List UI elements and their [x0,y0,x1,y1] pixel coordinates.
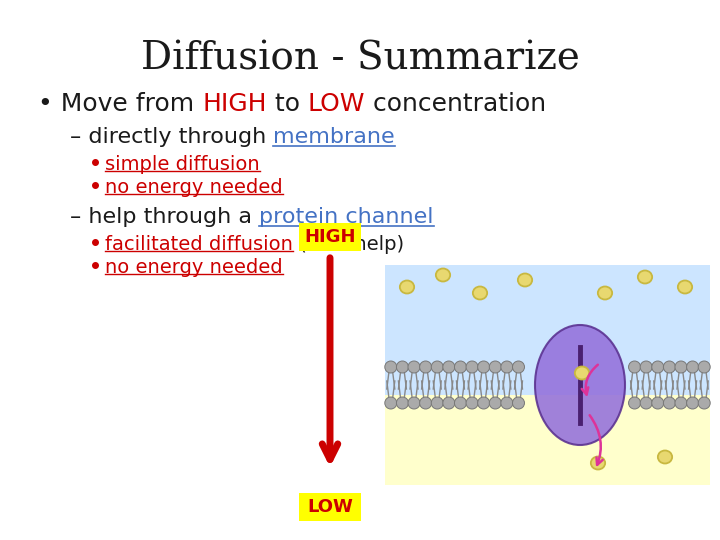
Circle shape [490,397,501,409]
Circle shape [443,397,455,409]
Text: to: to [266,92,307,116]
Text: (with help): (with help) [293,235,404,254]
Text: no energy needed: no energy needed [105,258,283,277]
Circle shape [652,397,664,409]
Circle shape [652,361,664,373]
Circle shape [663,397,675,409]
Circle shape [675,397,687,409]
Ellipse shape [678,280,692,294]
Text: LOW: LOW [307,498,353,516]
FancyBboxPatch shape [299,223,361,251]
Text: HIGH: HIGH [202,92,266,116]
Circle shape [431,397,444,409]
Text: facilitated diffusion: facilitated diffusion [105,235,293,254]
Text: LOW: LOW [307,92,365,116]
Ellipse shape [591,456,605,469]
Ellipse shape [518,273,532,287]
Ellipse shape [638,271,652,284]
Circle shape [384,361,397,373]
Circle shape [477,397,490,409]
Circle shape [698,397,710,409]
Circle shape [384,397,397,409]
Circle shape [629,397,641,409]
Circle shape [687,397,698,409]
Text: • Move from: • Move from [38,92,202,116]
Circle shape [640,397,652,409]
Ellipse shape [598,287,612,300]
Circle shape [397,361,408,373]
Bar [385,265,710,395]
Circle shape [454,361,467,373]
Circle shape [466,361,478,373]
Circle shape [513,361,524,373]
Circle shape [408,361,420,373]
Text: – directly through: – directly through [70,127,274,147]
Bar [385,395,710,485]
Circle shape [513,397,524,409]
Text: no energy needed: no energy needed [105,178,283,197]
Circle shape [629,361,641,373]
Circle shape [443,361,455,373]
FancyBboxPatch shape [299,493,361,521]
Ellipse shape [658,450,672,463]
Text: protein channel: protein channel [259,207,433,227]
Circle shape [501,397,513,409]
Circle shape [675,361,687,373]
Circle shape [687,361,698,373]
Ellipse shape [535,325,625,445]
Ellipse shape [473,287,487,300]
Circle shape [640,361,652,373]
Ellipse shape [436,268,450,281]
Text: membrane: membrane [274,127,395,147]
Circle shape [698,361,710,373]
Text: simple diffusion: simple diffusion [105,155,260,174]
Circle shape [466,397,478,409]
Ellipse shape [400,280,414,294]
Circle shape [663,361,675,373]
Text: – help through a: – help through a [70,207,259,227]
Circle shape [397,397,408,409]
Text: Diffusion - Summarize: Diffusion - Summarize [140,40,580,77]
Text: concentration: concentration [365,92,546,116]
Circle shape [454,397,467,409]
Circle shape [490,361,501,373]
Circle shape [431,361,444,373]
Circle shape [477,361,490,373]
Ellipse shape [575,367,589,380]
Circle shape [501,361,513,373]
Text: HIGH: HIGH [305,228,356,246]
Circle shape [408,397,420,409]
Circle shape [420,361,431,373]
Circle shape [420,397,431,409]
